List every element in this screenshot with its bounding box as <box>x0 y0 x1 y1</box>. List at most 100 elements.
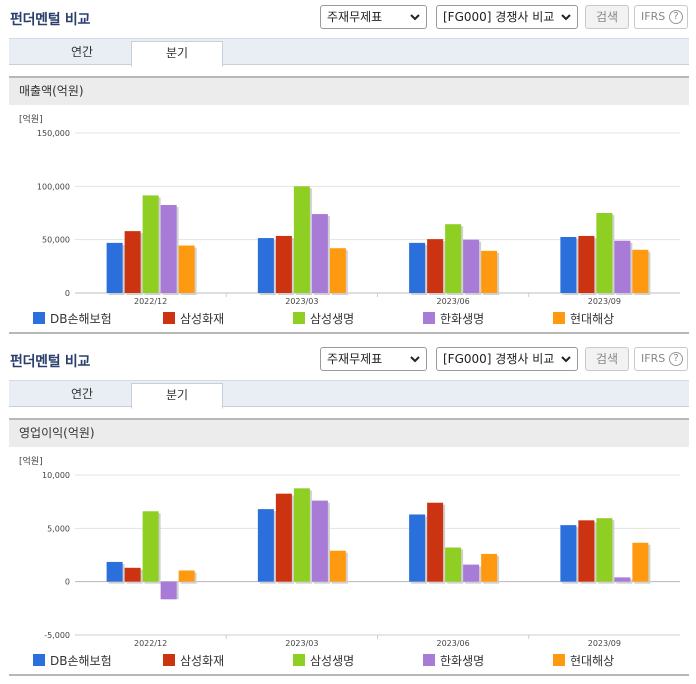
x-tick-label: 2022/12 <box>134 297 167 305</box>
bar <box>427 239 444 293</box>
panel-toolbar: 펀더멘털 비교 주재무제표 [FG000] 경쟁사 비교 검색 IFRS ? <box>0 0 696 34</box>
period-tabs: 연간 분기 <box>9 38 689 67</box>
tab-annual[interactable]: 연간 <box>70 387 94 401</box>
report-type-select[interactable]: 주재무제표 <box>320 347 427 371</box>
revenue-bar-chart: [억원] 0 50,000 100,000 150,000 2022/12 2023/03 2… <box>19 113 680 305</box>
report-type-select-value: 주재무제표 <box>327 352 383 366</box>
legend-swatch <box>423 654 435 666</box>
legend-label: 현대해상 <box>570 312 615 326</box>
ifrs-label: IFRS <box>641 10 666 23</box>
panel-divider <box>9 332 689 334</box>
period-tabs: 연간 분기 <box>9 380 689 409</box>
legend-item[interactable]: 삼성생명 <box>293 310 354 327</box>
bar <box>409 514 426 582</box>
y-tick-label: 100,000 <box>37 182 70 191</box>
bar <box>578 235 595 293</box>
legend-swatch <box>553 654 565 666</box>
bar <box>463 564 480 582</box>
ifrs-help-button[interactable]: IFRS ? <box>634 5 688 29</box>
x-tick-label: 2023/09 <box>588 297 621 305</box>
y-tick-label: 5,000 <box>47 524 70 533</box>
legend-label: 삼성생명 <box>310 312 355 326</box>
question-icon: ? <box>669 10 683 24</box>
bar <box>178 570 195 582</box>
legend-label: 삼성화재 <box>180 312 225 326</box>
x-tick-label: 2023/03 <box>285 639 318 647</box>
legend-item[interactable]: 삼성생명 <box>293 652 354 669</box>
x-tick-label: 2022/12 <box>134 639 167 647</box>
bar <box>560 525 577 582</box>
legend-label: 삼성화재 <box>180 654 225 668</box>
panel-divider <box>9 674 689 676</box>
legend-item[interactable]: 현대해상 <box>553 652 614 669</box>
ifrs-help-button[interactable]: IFRS ? <box>634 347 688 371</box>
bar <box>160 581 177 600</box>
legend-item[interactable]: 한화생명 <box>423 652 484 669</box>
x-tick-label: 2023/09 <box>588 639 621 647</box>
search-button[interactable]: 검색 <box>585 5 629 29</box>
bar <box>427 502 444 582</box>
legend-label: DB손해보험 <box>50 654 112 668</box>
chart-title: 영업이익(억원) <box>9 418 689 447</box>
legend-item[interactable]: 한화생명 <box>423 310 484 327</box>
tab-annual[interactable]: 연간 <box>70 45 94 59</box>
chevron-down-icon <box>561 356 571 363</box>
bar <box>142 511 159 582</box>
legend-item[interactable]: DB손해보험 <box>33 652 112 669</box>
legend-label: 현대해상 <box>570 654 615 668</box>
tab-quarterly[interactable]: 분기 <box>131 41 223 67</box>
y-tick-label: 150,000 <box>37 129 70 138</box>
x-tick-label: 2023/06 <box>437 639 470 647</box>
bar <box>614 240 631 293</box>
panel-toolbar: 펀더멘털 비교 주재무제표 [FG000] 경쟁사 비교 검색 IFRS ? <box>0 342 696 376</box>
bar <box>560 237 577 293</box>
bar <box>257 238 274 293</box>
bar <box>445 547 462 582</box>
legend-item[interactable]: 삼성화재 <box>163 652 224 669</box>
legend-swatch <box>33 312 45 324</box>
bar <box>178 245 195 293</box>
legend-item[interactable]: DB손해보험 <box>33 310 112 327</box>
bar <box>311 500 328 582</box>
chevron-down-icon <box>410 14 420 21</box>
report-type-select[interactable]: 주재무제표 <box>320 5 427 29</box>
fundamental-panel-operating-profit: 펀더멘털 비교 주재무제표 [FG000] 경쟁사 비교 검색 IFRS ? 연… <box>0 342 696 684</box>
compare-select[interactable]: [FG000] 경쟁사 비교 <box>436 347 578 371</box>
report-type-select-value: 주재무제표 <box>327 10 383 24</box>
bar <box>293 186 310 293</box>
bar <box>311 214 328 293</box>
ifrs-label: IFRS <box>641 352 666 365</box>
fundamental-panel-revenue: 펀더멘털 비교 주재무제표 [FG000] 경쟁사 비교 검색 IFRS ? 연… <box>0 0 696 334</box>
bar <box>106 561 123 582</box>
x-tick-label: 2023/03 <box>285 297 318 305</box>
bar <box>632 542 649 582</box>
bar <box>142 195 159 293</box>
chevron-down-icon <box>410 356 420 363</box>
y-tick-label: -5,000 <box>44 631 70 640</box>
y-unit-label: [억원] <box>19 113 43 125</box>
bar <box>481 250 498 293</box>
legend-label: 삼성생명 <box>310 654 355 668</box>
bar <box>463 239 480 293</box>
legend-item[interactable]: 현대해상 <box>553 310 614 327</box>
bar <box>257 509 274 582</box>
legend-swatch <box>293 654 305 666</box>
panel-title: 펀더멘털 비교 <box>10 354 91 370</box>
compare-select[interactable]: [FG000] 경쟁사 비교 <box>436 5 578 29</box>
legend-item[interactable]: 삼성화재 <box>163 310 224 327</box>
search-button[interactable]: 검색 <box>585 347 629 371</box>
tab-quarterly[interactable]: 분기 <box>131 383 223 409</box>
chart-legend: DB손해보험 삼성화재 삼성생명 한화생명 현대해상 <box>0 306 696 328</box>
bar <box>275 235 292 293</box>
bar <box>160 205 177 293</box>
legend-label: DB손해보험 <box>50 312 112 326</box>
panel-title: 펀더멘털 비교 <box>10 12 91 28</box>
bar <box>329 248 346 293</box>
legend-swatch <box>293 312 305 324</box>
bar <box>124 567 141 582</box>
legend-label: 한화생명 <box>440 312 485 326</box>
bar <box>445 224 462 293</box>
y-tick-label: 10,000 <box>42 471 70 480</box>
bar <box>124 231 141 293</box>
chart-legend: DB손해보험 삼성화재 삼성생명 한화생명 현대해상 <box>0 648 696 670</box>
